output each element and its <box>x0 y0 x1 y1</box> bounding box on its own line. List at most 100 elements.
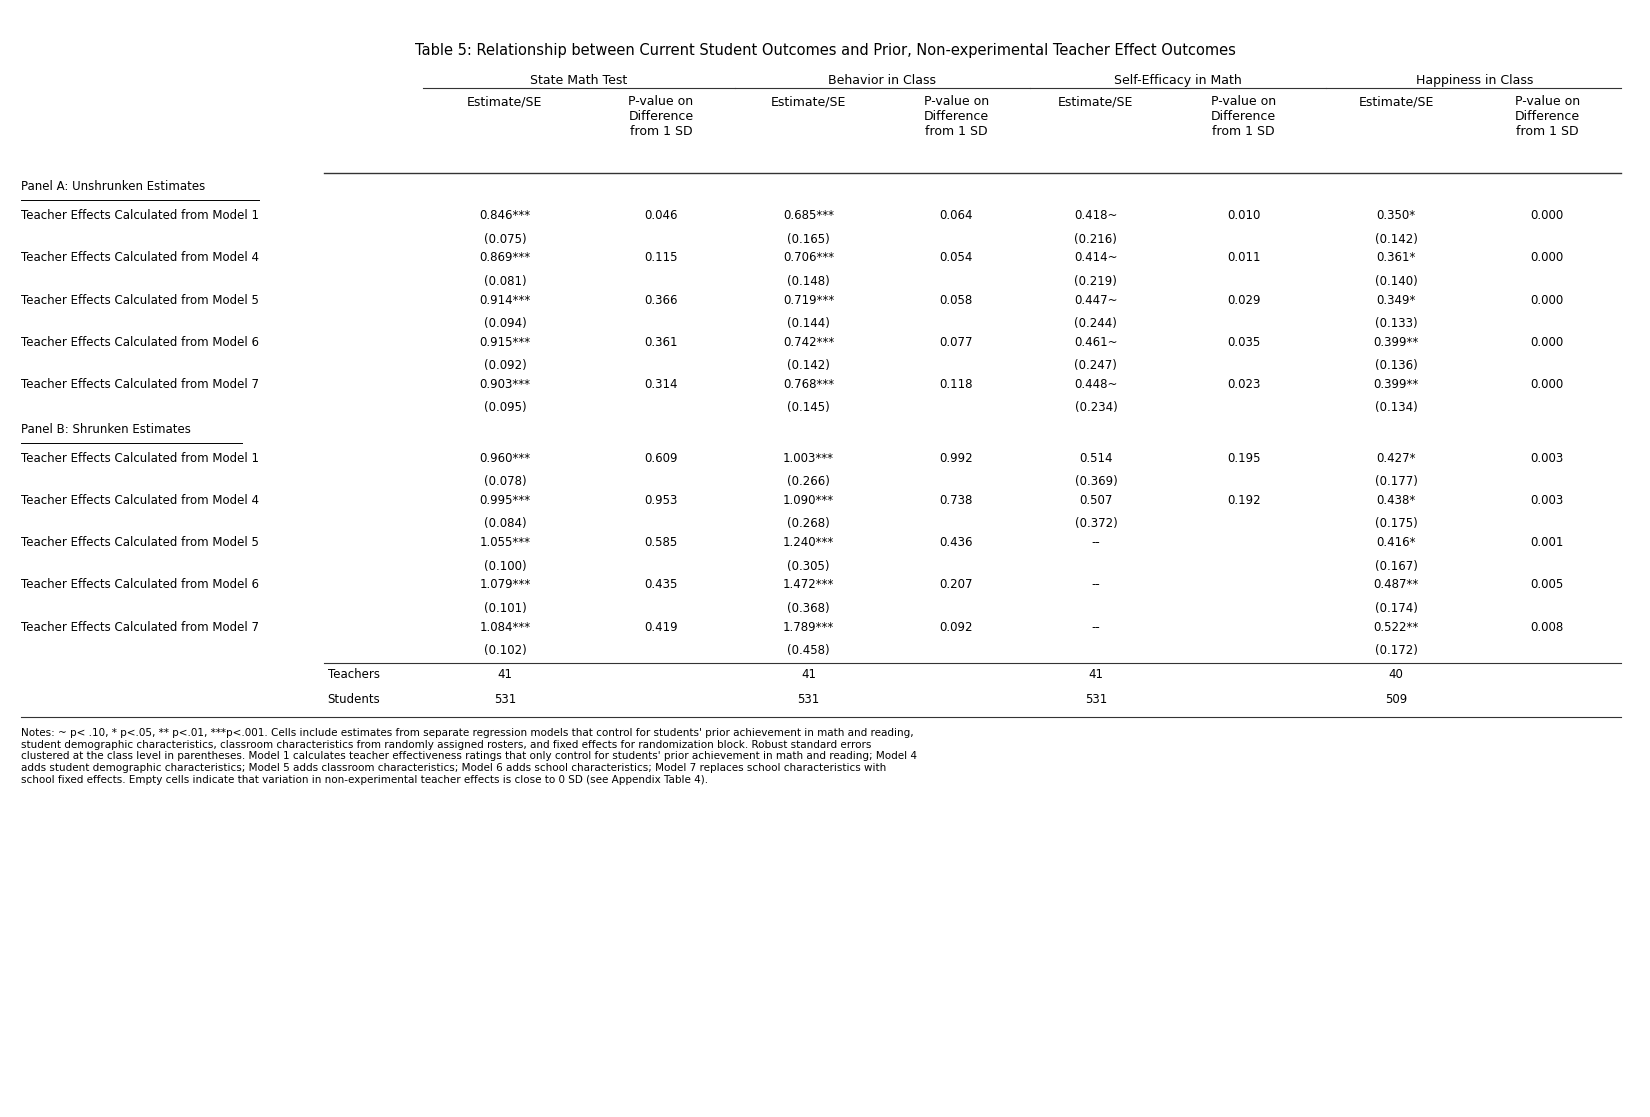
Text: 0.419: 0.419 <box>644 621 678 633</box>
Text: (0.136): (0.136) <box>1374 359 1417 372</box>
Text: (0.094): (0.094) <box>483 317 526 330</box>
Text: 0.585: 0.585 <box>644 536 678 550</box>
Text: 1.789***: 1.789*** <box>784 621 835 633</box>
Text: 1.079***: 1.079*** <box>478 579 531 592</box>
Text: (0.172): (0.172) <box>1374 643 1417 657</box>
Text: 1.240***: 1.240*** <box>784 536 835 550</box>
Text: Table 5: Relationship between Current Student Outcomes and Prior, Non-experiment: Table 5: Relationship between Current St… <box>414 42 1236 58</box>
Text: 531: 531 <box>797 693 820 706</box>
Text: 0.399**: 0.399** <box>1374 335 1419 349</box>
Text: 0.077: 0.077 <box>939 335 974 349</box>
Text: 41: 41 <box>1089 668 1104 681</box>
Text: 0.005: 0.005 <box>1531 579 1564 592</box>
Text: --: -- <box>1092 621 1101 633</box>
Text: 0.706***: 0.706*** <box>784 251 835 265</box>
Text: Students: Students <box>328 693 381 706</box>
Text: Teacher Effects Calculated from Model 5: Teacher Effects Calculated from Model 5 <box>20 536 259 550</box>
Text: 0.003: 0.003 <box>1531 452 1564 465</box>
Text: Notes: ~ p< .10, * p<.05, ** p<.01, ***p<.001. Cells include estimates from sepa: Notes: ~ p< .10, * p<.05, ** p<.01, ***p… <box>20 728 917 784</box>
Text: (0.140): (0.140) <box>1374 275 1417 288</box>
Text: 0.514: 0.514 <box>1079 452 1112 465</box>
Text: 0.008: 0.008 <box>1531 621 1564 633</box>
Text: 531: 531 <box>493 693 516 706</box>
Text: Teachers: Teachers <box>328 668 380 681</box>
Text: 0.000: 0.000 <box>1531 335 1564 349</box>
Text: (0.167): (0.167) <box>1374 560 1417 573</box>
Text: 0.869***: 0.869*** <box>478 251 530 265</box>
Text: (0.268): (0.268) <box>787 517 830 531</box>
Text: (0.084): (0.084) <box>483 517 526 531</box>
Text: 0.436: 0.436 <box>939 536 974 550</box>
Text: 0.029: 0.029 <box>1228 294 1261 306</box>
Text: (0.075): (0.075) <box>483 232 526 246</box>
Text: 0.010: 0.010 <box>1228 209 1261 222</box>
Text: 0.195: 0.195 <box>1228 452 1261 465</box>
Text: 0.846***: 0.846*** <box>478 209 530 222</box>
Text: Estimate/SE: Estimate/SE <box>467 95 543 108</box>
Text: (0.148): (0.148) <box>787 275 830 288</box>
Text: (0.372): (0.372) <box>1074 517 1117 531</box>
Text: 0.000: 0.000 <box>1531 209 1564 222</box>
Text: (0.266): (0.266) <box>787 476 830 488</box>
Text: 0.414~: 0.414~ <box>1074 251 1117 265</box>
Text: (0.368): (0.368) <box>787 602 830 614</box>
Text: (0.144): (0.144) <box>787 317 830 330</box>
Text: Teacher Effects Calculated from Model 5: Teacher Effects Calculated from Model 5 <box>20 294 259 306</box>
Text: 0.366: 0.366 <box>644 294 678 306</box>
Text: 0.953: 0.953 <box>644 494 678 507</box>
Text: 0.914***: 0.914*** <box>478 294 531 306</box>
Text: P-value on
Difference
from 1 SD: P-value on Difference from 1 SD <box>629 95 693 139</box>
Text: Teacher Effects Calculated from Model 4: Teacher Effects Calculated from Model 4 <box>20 251 259 265</box>
Text: 40: 40 <box>1389 668 1404 681</box>
Text: (0.134): (0.134) <box>1374 401 1417 414</box>
Text: --: -- <box>1092 579 1101 592</box>
Text: 0.438*: 0.438* <box>1376 494 1416 507</box>
Text: (0.234): (0.234) <box>1074 401 1117 414</box>
Text: 0.064: 0.064 <box>939 209 974 222</box>
Text: --: -- <box>1092 536 1101 550</box>
Text: (0.458): (0.458) <box>787 643 830 657</box>
Text: 1.472***: 1.472*** <box>782 579 835 592</box>
Text: (0.165): (0.165) <box>787 232 830 246</box>
Text: 0.361*: 0.361* <box>1376 251 1416 265</box>
Text: 0.719***: 0.719*** <box>784 294 835 306</box>
Text: 0.768***: 0.768*** <box>784 378 835 391</box>
Text: 0.418~: 0.418~ <box>1074 209 1117 222</box>
Text: Teacher Effects Calculated from Model 7: Teacher Effects Calculated from Model 7 <box>20 621 259 633</box>
Text: 0.609: 0.609 <box>644 452 678 465</box>
Text: State Math Test: State Math Test <box>530 74 627 87</box>
Text: Self-Efficacy in Math: Self-Efficacy in Math <box>1114 74 1242 87</box>
Text: (0.142): (0.142) <box>1374 232 1417 246</box>
Text: (0.177): (0.177) <box>1374 476 1417 488</box>
Text: Teacher Effects Calculated from Model 4: Teacher Effects Calculated from Model 4 <box>20 494 259 507</box>
Text: (0.142): (0.142) <box>787 359 830 372</box>
Text: (0.102): (0.102) <box>483 643 526 657</box>
Text: Happiness in Class: Happiness in Class <box>1416 74 1535 87</box>
Text: 0.416*: 0.416* <box>1376 536 1416 550</box>
Text: (0.145): (0.145) <box>787 401 830 414</box>
Text: 0.915***: 0.915*** <box>478 335 530 349</box>
Text: 0.115: 0.115 <box>644 251 678 265</box>
Text: P-value on
Difference
from 1 SD: P-value on Difference from 1 SD <box>1211 95 1275 139</box>
Text: 0.903***: 0.903*** <box>480 378 530 391</box>
Text: (0.175): (0.175) <box>1374 517 1417 531</box>
Text: 0.023: 0.023 <box>1228 378 1261 391</box>
Text: (0.092): (0.092) <box>483 359 526 372</box>
Text: 0.992: 0.992 <box>939 452 974 465</box>
Text: 0.192: 0.192 <box>1228 494 1261 507</box>
Text: 0.427*: 0.427* <box>1376 452 1416 465</box>
Text: 0.000: 0.000 <box>1531 378 1564 391</box>
Text: (0.174): (0.174) <box>1374 602 1417 614</box>
Text: P-value on
Difference
from 1 SD: P-value on Difference from 1 SD <box>1515 95 1581 139</box>
Text: 1.055***: 1.055*** <box>480 536 530 550</box>
Text: Panel B: Shrunken Estimates: Panel B: Shrunken Estimates <box>20 423 190 437</box>
Text: 531: 531 <box>1084 693 1107 706</box>
Text: Estimate/SE: Estimate/SE <box>1358 95 1434 108</box>
Text: Behavior in Class: Behavior in Class <box>828 74 937 87</box>
Text: (0.100): (0.100) <box>483 560 526 573</box>
Text: (0.216): (0.216) <box>1074 232 1117 246</box>
Text: Teacher Effects Calculated from Model 6: Teacher Effects Calculated from Model 6 <box>20 335 259 349</box>
Text: 0.742***: 0.742*** <box>784 335 835 349</box>
Text: 0.092: 0.092 <box>939 621 974 633</box>
Text: 0.314: 0.314 <box>644 378 678 391</box>
